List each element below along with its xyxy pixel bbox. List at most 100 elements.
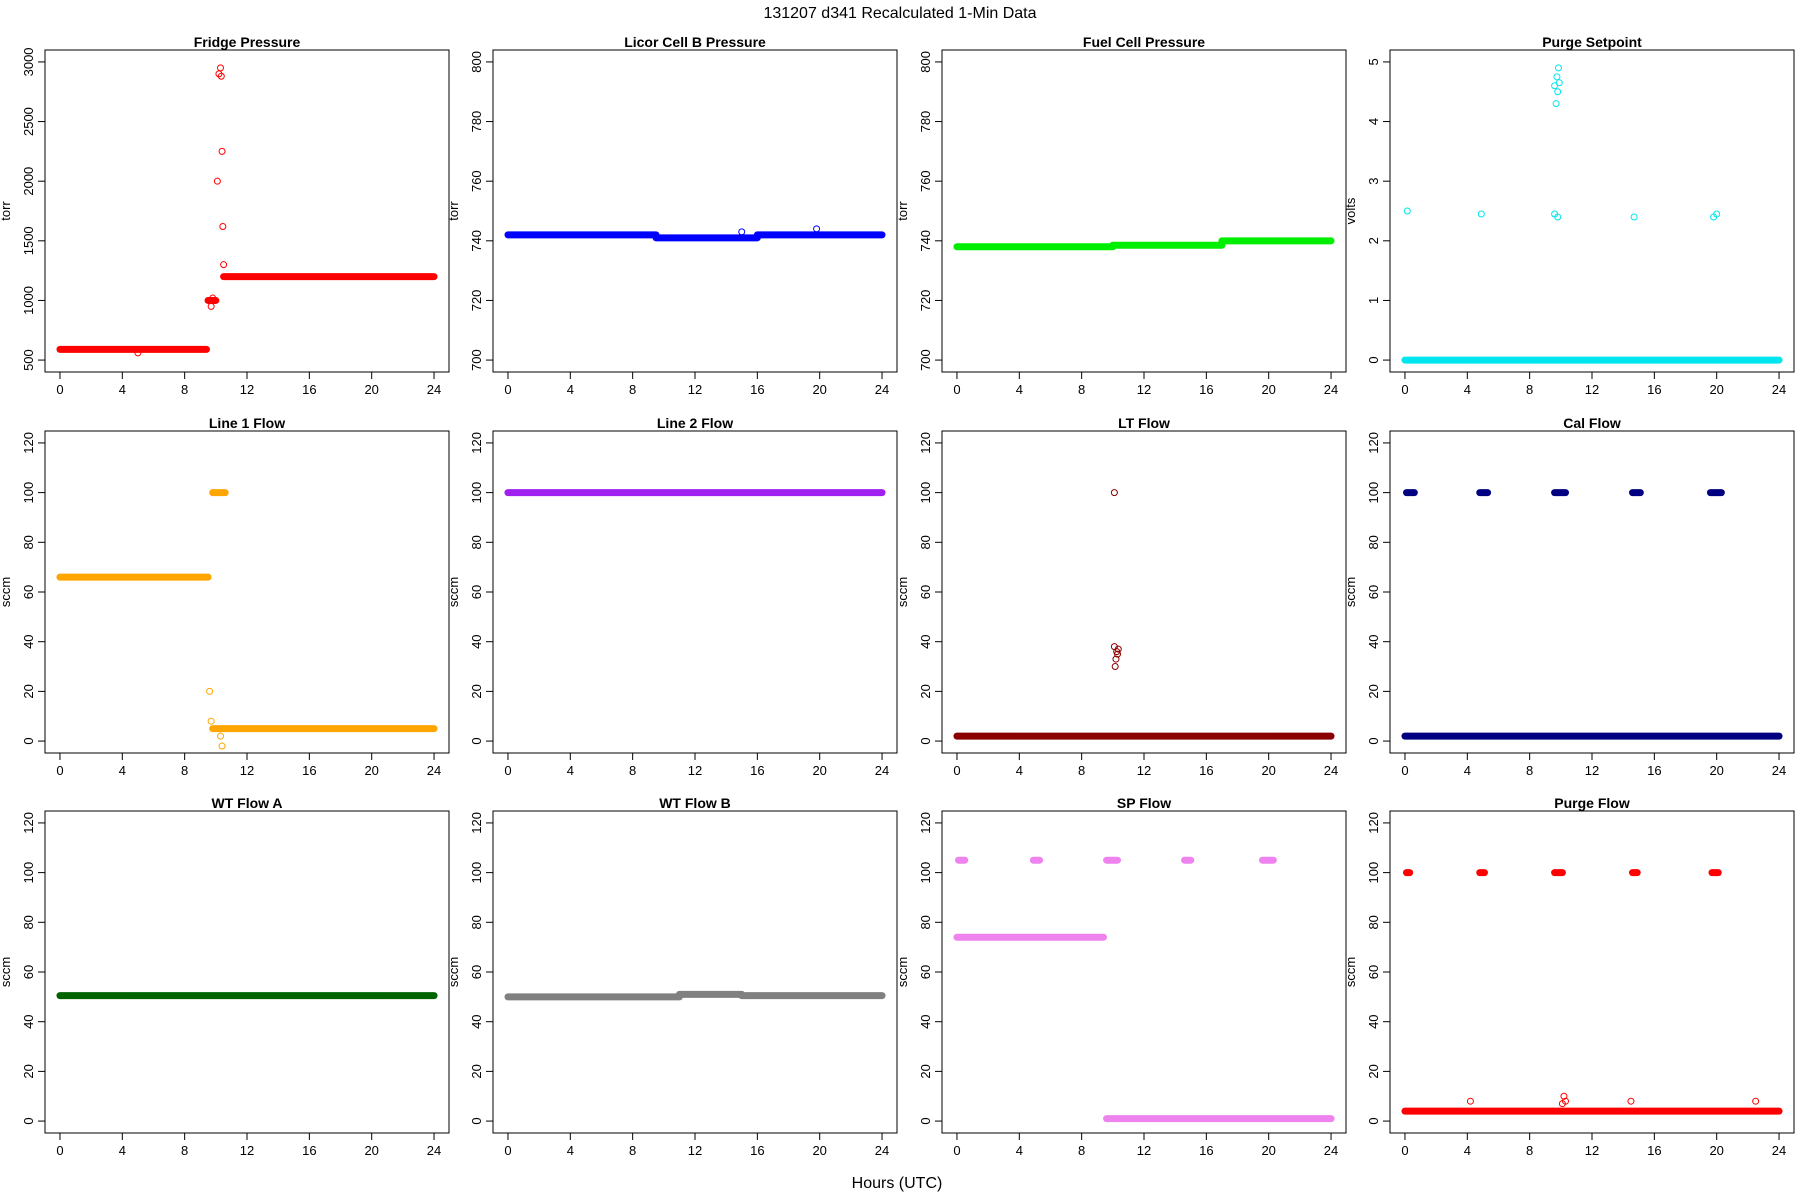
x-tick-label: 4 <box>1016 763 1023 778</box>
x-tick-label: 0 <box>953 1143 960 1158</box>
y-axis-label: torr <box>0 201 13 221</box>
y-tick-label: 760 <box>918 170 933 192</box>
y-tick-label: 80 <box>918 535 933 549</box>
y-tick-label: 0 <box>21 1117 36 1124</box>
data-point <box>207 717 215 725</box>
y-tick-label: 40 <box>21 1014 36 1028</box>
y-tick-label: 720 <box>469 290 484 312</box>
x-tick-label: 24 <box>875 763 889 778</box>
y-tick-label: 0 <box>1366 737 1381 744</box>
y-axis-label: sccm <box>1343 577 1358 607</box>
panel-title: Line 2 Flow <box>657 415 733 431</box>
y-tick-label: 700 <box>469 349 484 371</box>
y-tick-label: 700 <box>918 349 933 371</box>
x-tick-label: 4 <box>567 1143 574 1158</box>
panel-title: Purge Flow <box>1554 795 1630 811</box>
x-tick-label: 8 <box>1078 382 1085 397</box>
y-tick-label: 3000 <box>21 47 36 76</box>
data-point <box>738 228 746 236</box>
x-tick-label: 20 <box>1261 763 1275 778</box>
y-tick-label: 20 <box>1366 684 1381 698</box>
x-tick-label: 24 <box>427 1143 441 1158</box>
x-tick-label: 4 <box>1464 382 1471 397</box>
x-tick-label: 20 <box>1709 1143 1723 1158</box>
y-tick-label: 100 <box>21 482 36 504</box>
data-point <box>218 147 226 155</box>
x-tick-label: 16 <box>750 1143 764 1158</box>
y-tick-label: 780 <box>469 111 484 133</box>
x-tick-label: 24 <box>427 382 441 397</box>
data-point <box>1555 79 1563 87</box>
x-tick-label: 0 <box>1401 1143 1408 1158</box>
y-tick-label: 120 <box>918 432 933 454</box>
x-tick-label: 8 <box>181 382 188 397</box>
y-tick-label: 80 <box>1366 535 1381 549</box>
y-axis-label: sccm <box>895 957 910 987</box>
y-axis-label: sccm <box>446 957 461 987</box>
y-tick-label: 100 <box>918 482 933 504</box>
data-point <box>1466 1097 1474 1105</box>
y-tick-label: 720 <box>918 290 933 312</box>
x-tick-label: 8 <box>1526 763 1533 778</box>
y-tick-label: 40 <box>1366 634 1381 648</box>
data-point <box>1552 100 1560 108</box>
y-axis-label: sccm <box>446 577 461 607</box>
y-tick-label: 0 <box>918 737 933 744</box>
y-tick-label: 20 <box>21 1064 36 1078</box>
y-tick-label: 40 <box>469 634 484 648</box>
x-tick-label: 4 <box>119 1143 126 1158</box>
data-point <box>219 223 227 231</box>
panel-title: Purge Setpoint <box>1542 34 1642 50</box>
data-point <box>1553 73 1561 81</box>
y-tick-label: 2 <box>1366 237 1381 244</box>
plot-frame <box>1389 49 1795 373</box>
data-point <box>813 225 821 233</box>
y-tick-label: 80 <box>21 535 36 549</box>
panel-8: WT Flow A sccm 0 4 8 12 16 20 24 0 20 40 60 80 100 120 <box>0 795 450 1158</box>
x-tick-label: 4 <box>567 382 574 397</box>
x-tick-label: 16 <box>750 763 764 778</box>
x-tick-label: 8 <box>181 1143 188 1158</box>
x-tick-label: 12 <box>1585 382 1599 397</box>
x-tick-label: 4 <box>1016 1143 1023 1158</box>
x-tick-label: 16 <box>1647 382 1661 397</box>
panel-title: Fridge Pressure <box>194 34 301 50</box>
x-tick-label: 12 <box>1137 382 1151 397</box>
y-tick-label: 60 <box>918 585 933 599</box>
plot-frame <box>492 430 898 754</box>
y-tick-label: 760 <box>469 170 484 192</box>
plot-frame <box>492 810 898 1134</box>
data-point <box>1554 213 1562 221</box>
x-tick-label: 0 <box>56 1143 63 1158</box>
data-point <box>217 732 225 740</box>
y-tick-label: 120 <box>1366 812 1381 834</box>
x-tick-label: 12 <box>240 1143 254 1158</box>
y-tick-label: 740 <box>918 230 933 252</box>
plot-frame <box>941 810 1347 1134</box>
y-tick-label: 0 <box>1366 1117 1381 1124</box>
x-tick-label: 16 <box>750 382 764 397</box>
data-point <box>217 72 225 80</box>
panel-10: SP Flow sccm 0 4 8 12 16 20 24 0 20 40 60 80 100 120 <box>895 795 1347 1158</box>
y-tick-label: 0 <box>469 737 484 744</box>
x-tick-label: 16 <box>1199 382 1213 397</box>
y-tick-label: 40 <box>918 1014 933 1028</box>
plot-frame <box>492 49 898 373</box>
x-tick-label: 20 <box>364 763 378 778</box>
y-tick-label: 20 <box>469 684 484 698</box>
y-tick-label: 60 <box>21 585 36 599</box>
data-point <box>213 177 221 185</box>
data-point <box>1630 213 1638 221</box>
y-tick-label: 20 <box>21 684 36 698</box>
plot-frame <box>941 49 1347 373</box>
y-tick-label: 80 <box>469 535 484 549</box>
x-tick-label: 20 <box>1709 382 1723 397</box>
x-tick-label: 20 <box>364 382 378 397</box>
panel-title: LT Flow <box>1118 415 1170 431</box>
x-tick-label: 24 <box>1324 1143 1338 1158</box>
plot-frame <box>44 810 450 1134</box>
y-tick-label: 5 <box>1366 58 1381 65</box>
y-tick-label: 20 <box>918 1064 933 1078</box>
